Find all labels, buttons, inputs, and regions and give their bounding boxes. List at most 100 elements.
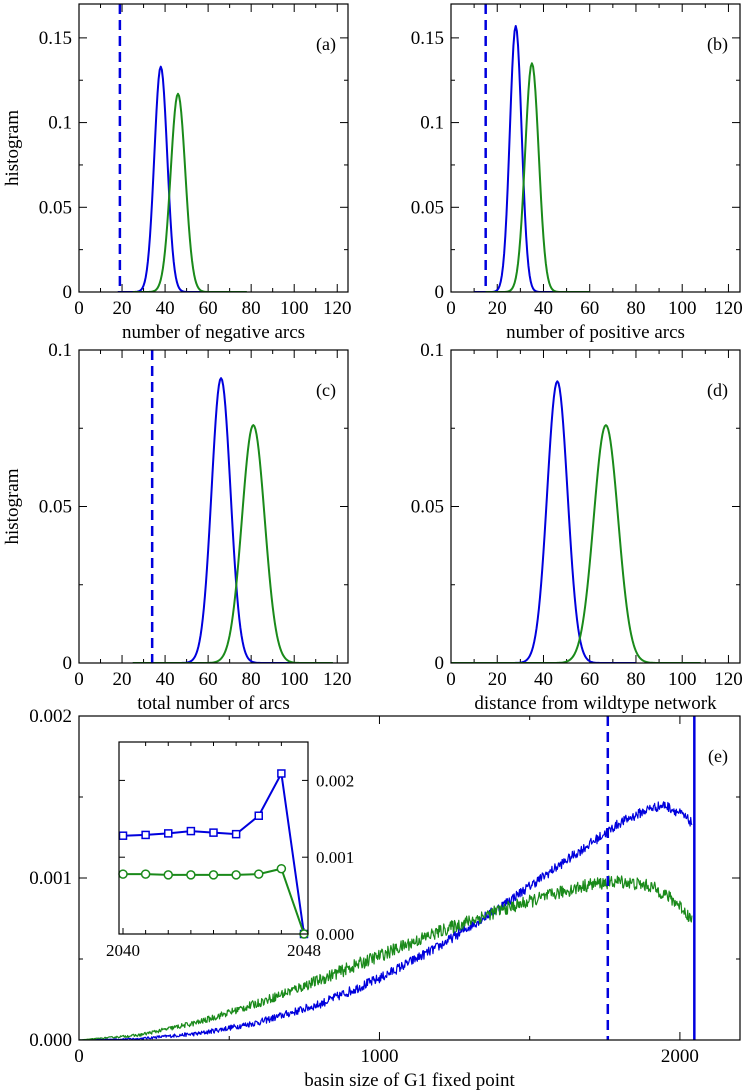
y-tick-label: 0 [435, 653, 445, 674]
x-tick-label: 0 [74, 298, 84, 319]
x-tick-label: 80 [626, 298, 645, 319]
inset-blue-marker [141, 830, 150, 840]
series-blue-line [132, 377, 305, 663]
x-tick-label: 20 [488, 669, 507, 690]
panel-e: 0 1000 2000 0.000 0.001 0.002 basin size of G1… [29, 706, 741, 1091]
x-tick-label: 120 [714, 298, 743, 319]
x-axis-label: number of negative arcs [122, 322, 305, 343]
x-tick-label: 80 [242, 298, 261, 319]
x-tick-label: 40 [156, 298, 175, 319]
inset-green-marker [254, 869, 264, 879]
inset-green-marker [118, 869, 128, 879]
x-tick-label: 100 [668, 669, 697, 690]
plot-frame [78, 3, 349, 293]
series-blue-line [451, 380, 636, 663]
inset-background [119, 742, 308, 934]
plot-frame [450, 3, 741, 293]
inset-green-marker [276, 863, 287, 874]
x-tick-label: 0 [446, 298, 456, 319]
x-tick-label: 80 [626, 669, 645, 690]
y-tick-label: 0.1 [48, 113, 72, 134]
inset-blue-marker [118, 831, 128, 840]
x-tick-label: 0 [446, 669, 456, 690]
x-tick-label: 60 [580, 669, 599, 690]
inset-green-marker [208, 870, 219, 880]
y-axis-label: histogram [2, 468, 23, 544]
x-axis-label: total number of arcs [137, 693, 289, 714]
x-tick-label: 80 [242, 669, 261, 690]
y-tick-label: 0.05 [411, 197, 444, 218]
plot-frame [78, 349, 349, 664]
inset-green-marker [140, 869, 151, 879]
x-tick-label: 100 [280, 669, 309, 690]
inset-blue-marker [231, 829, 241, 839]
x-axis-label: number of positive arcs [506, 322, 685, 343]
x-tick-label: 0 [74, 1046, 84, 1067]
panel-tag: (e) [708, 746, 728, 767]
x-tick-label: 40 [534, 669, 553, 690]
y-tick-label: 0 [63, 282, 73, 303]
panel-tag: (d) [707, 380, 728, 401]
y-tick-label: 0.15 [39, 28, 72, 49]
inset-y-tick-label: 0.002 [316, 771, 354, 790]
x-tick-label: 0 [74, 669, 84, 690]
x-tick-label: 100 [668, 298, 697, 319]
x-tick-label: 2000 [661, 1046, 699, 1067]
x-tick-label: 40 [534, 298, 553, 319]
x-tick-label: 1000 [360, 1046, 398, 1067]
inset-frame [118, 741, 309, 935]
x-tick-label: 120 [714, 669, 743, 690]
inset-green-marker [231, 870, 241, 880]
y-tick-label: 0.05 [39, 497, 72, 518]
plot-frame [78, 715, 741, 1041]
x-axis-label: basin size of G1 fixed point [304, 1070, 515, 1091]
panel-tag: (b) [707, 34, 728, 55]
y-axis-label: histogram [2, 110, 23, 186]
series-blue-line [117, 65, 209, 292]
y-tick-label: 0.000 [29, 1030, 72, 1051]
y-tick-label: 0 [435, 282, 445, 303]
inset-x-tick-label: 2040 [106, 941, 140, 960]
panel-b: 0 20 40 60 80 100 120 0 0.05 0.1 0.15 number of pos… [411, 3, 743, 343]
plot-area [117, 4, 247, 292]
series-blue-line [474, 25, 567, 292]
panel-d: 0 20 40 60 80 100 120 0 0.05 0.1 distance from wil… [411, 340, 743, 714]
panel-tag: (c) [316, 380, 336, 401]
y-tick-label: 0.002 [29, 706, 72, 727]
series-blue-line [79, 801, 693, 1040]
plot-area [79, 716, 696, 1040]
y-tick-label: 0 [63, 653, 73, 674]
inset-blue-marker [186, 826, 196, 836]
y-tick-label: 0.1 [420, 340, 444, 361]
x-tick-label: 20 [488, 298, 507, 319]
x-tick-label: 100 [280, 298, 309, 319]
inset-y-tick-label: 0.001 [316, 848, 354, 867]
x-axis-label: distance from wildtype network [474, 693, 717, 714]
y-tick-label: 0.15 [411, 28, 444, 49]
y-tick-label: 0.1 [48, 340, 72, 361]
panel-a: 0 20 40 60 80 100 120 0 0.05 0.1 0.15 number of neg… [2, 3, 352, 343]
x-tick-label: 20 [113, 669, 132, 690]
x-tick-label: 120 [323, 298, 352, 319]
y-tick-label: 0.05 [39, 197, 72, 218]
x-tick-label: 60 [199, 669, 218, 690]
inset-blue-marker [164, 829, 173, 838]
y-tick-label: 0.05 [411, 497, 444, 518]
panel-tag: (a) [316, 34, 336, 55]
x-tick-label: 60 [199, 298, 218, 319]
inset-blue-marker [277, 769, 286, 778]
inset-x-tick-label: 2048 [287, 941, 321, 960]
y-tick-label: 0.1 [420, 113, 444, 134]
inset-green-marker [163, 870, 173, 880]
inset-y-tick-label: 0.000 [316, 925, 354, 944]
plot-area [474, 4, 590, 292]
x-tick-label: 20 [113, 298, 132, 319]
x-tick-label: 40 [156, 669, 175, 690]
inset-blue-marker [254, 811, 263, 820]
plot-area [132, 350, 333, 663]
series-green-line [451, 424, 701, 663]
x-tick-label: 120 [323, 669, 352, 690]
series-green-line [79, 875, 693, 1040]
